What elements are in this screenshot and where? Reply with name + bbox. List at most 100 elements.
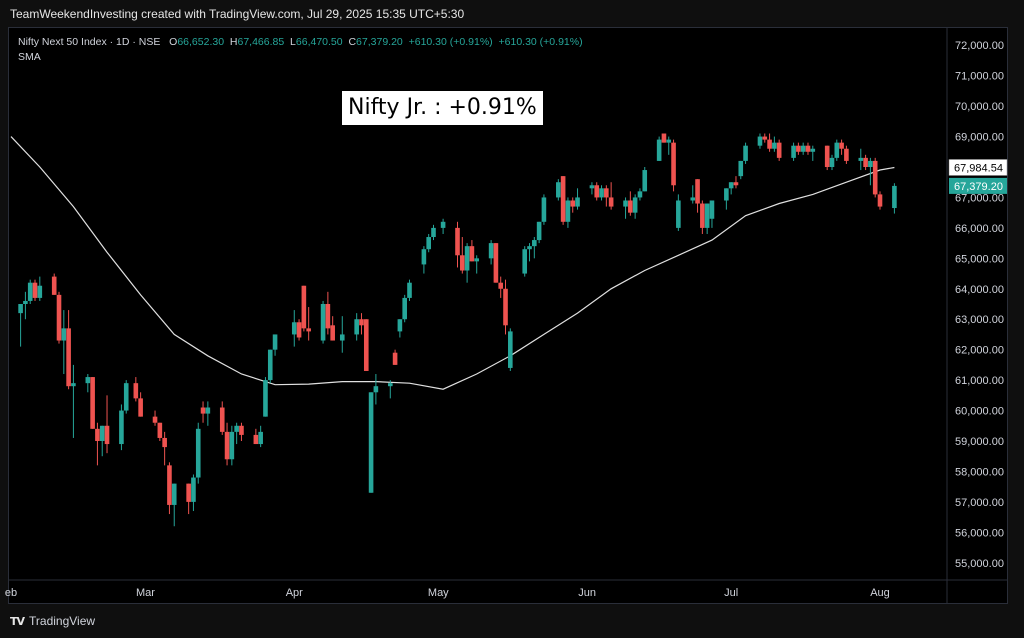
candle-body xyxy=(339,334,345,341)
candle-body xyxy=(757,136,763,146)
y-tick-label: 60,000.00 xyxy=(955,406,1004,418)
x-tick-label: eb xyxy=(5,587,17,599)
candle-up xyxy=(829,154,835,171)
candle-down xyxy=(700,200,705,234)
candle-up xyxy=(71,364,76,438)
candle-body xyxy=(455,227,460,256)
candle-body xyxy=(195,428,201,478)
y-axis: 55,000.00 56,000.00 57,000.00 58,000.00 59,0… xyxy=(946,28,1004,603)
candle-up xyxy=(791,142,796,161)
y-tick-label: 57,000.00 xyxy=(955,497,1004,509)
candle-up xyxy=(354,313,359,341)
candle-body xyxy=(829,157,835,167)
candle-up xyxy=(508,328,513,371)
candle-up xyxy=(18,304,23,347)
high-label: H xyxy=(229,36,238,48)
candle-down xyxy=(460,237,465,274)
candle-body xyxy=(387,383,393,387)
candle-body xyxy=(90,377,95,429)
candle-body xyxy=(488,243,494,259)
candle-body xyxy=(32,282,38,298)
sma-indicator-label[interactable]: SMA xyxy=(18,51,41,63)
candle-body xyxy=(99,425,105,441)
tradingview-logo[interactable]: 𝗧𝗩 TradingView xyxy=(10,614,95,628)
candle-body xyxy=(666,139,672,143)
candle-body xyxy=(224,431,230,460)
candle-body xyxy=(330,325,335,341)
candle-body xyxy=(95,428,100,441)
candle-body xyxy=(27,282,33,301)
low-label: L xyxy=(290,36,296,48)
candle-up xyxy=(536,221,542,244)
candle-up xyxy=(743,142,748,164)
candle-body xyxy=(834,142,840,158)
candle-down xyxy=(157,422,163,441)
candle-body xyxy=(844,148,849,161)
candle-down xyxy=(152,410,158,426)
candle-body xyxy=(743,145,748,161)
candle-body xyxy=(37,285,43,298)
candle-body xyxy=(560,176,566,222)
x-tick-label: Apr xyxy=(286,587,303,599)
open-value: 66,652.30 xyxy=(177,36,225,48)
candle-body xyxy=(791,145,796,158)
candle-body xyxy=(868,160,873,167)
y-tick-label: 58,000.00 xyxy=(955,466,1004,478)
candle-body xyxy=(464,246,470,271)
candle-body xyxy=(704,203,710,228)
candle-up xyxy=(402,294,407,323)
y-tick-label: 62,000.00 xyxy=(955,345,1004,357)
candle-body xyxy=(839,142,844,149)
y-tick-label: 61,000.00 xyxy=(955,375,1004,387)
candle-down xyxy=(671,139,676,192)
candle-body xyxy=(296,322,302,338)
sma-line xyxy=(10,136,895,390)
candle-body xyxy=(733,182,739,186)
candle-up xyxy=(171,483,177,527)
annotation-callout: Nifty Jr. : +0.91% xyxy=(342,91,543,125)
last-price-tag-label: 67,379.20 xyxy=(954,181,1003,193)
candle-down xyxy=(863,154,868,171)
candle-up xyxy=(258,425,263,448)
close-value: 67,379.20 xyxy=(356,36,403,48)
candle-down xyxy=(138,392,143,417)
candle-body xyxy=(18,304,23,314)
attribution-header: TeamWeekendInvesting created with Tradin… xyxy=(10,7,465,21)
candle-down xyxy=(628,191,633,216)
candle-body xyxy=(325,304,331,329)
candle-up xyxy=(565,197,571,228)
candle-body xyxy=(291,322,297,335)
candle-down xyxy=(306,307,311,341)
x-tick-label: May xyxy=(428,587,449,599)
candle-up xyxy=(373,374,379,405)
candle-body xyxy=(301,285,307,329)
candle-up xyxy=(858,148,864,171)
candle-up xyxy=(23,291,28,320)
candle-down xyxy=(661,133,667,143)
candle-body xyxy=(565,200,571,222)
candle-body xyxy=(863,157,868,167)
y-tick-label: 69,000.00 xyxy=(955,132,1004,144)
candle-up xyxy=(666,136,672,155)
candle-down xyxy=(104,395,110,454)
candle-down xyxy=(359,313,364,335)
candle-body xyxy=(493,243,499,283)
candle-up xyxy=(263,377,268,417)
x-tick-label: Jul xyxy=(724,587,738,599)
candle-up xyxy=(834,139,840,161)
candle-up xyxy=(205,401,211,426)
candle-up xyxy=(426,233,431,253)
candle-up xyxy=(488,240,494,265)
last-price-tag xyxy=(949,177,1007,194)
candle-body xyxy=(402,297,407,320)
candle-body xyxy=(594,185,600,198)
candle-body xyxy=(892,185,897,209)
candle-up xyxy=(632,194,638,219)
candle-body xyxy=(253,434,259,445)
candle-up xyxy=(195,422,201,484)
candle-body xyxy=(796,145,801,152)
high-value: 67,466.85 xyxy=(237,36,285,48)
candle-body xyxy=(85,377,91,384)
candle-up xyxy=(599,185,604,201)
